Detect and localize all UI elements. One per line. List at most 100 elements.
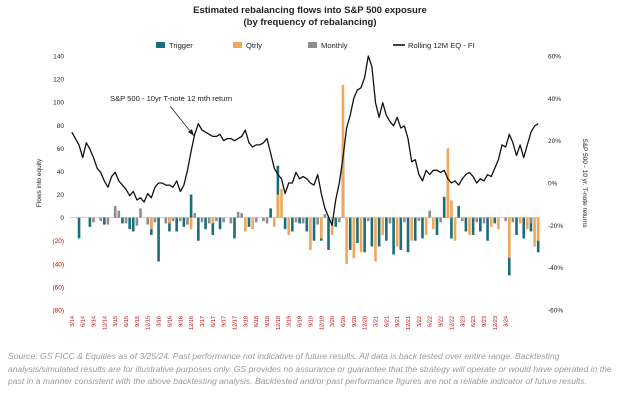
qtrly-bar xyxy=(319,217,323,239)
trigger-bar xyxy=(103,217,106,225)
monthly-bar xyxy=(186,217,189,225)
legend-label-monthly: Monthly xyxy=(321,41,348,50)
x-tick-label: 9/14 xyxy=(92,316,98,327)
x-tick-label: 6/17 xyxy=(211,316,217,327)
qtrly-bar xyxy=(352,217,356,259)
qtrly-bar xyxy=(518,217,522,224)
x-tick-label: 6/23 xyxy=(471,316,477,327)
chart-title-block: Estimated rebalancing flows into S&P 500… xyxy=(0,5,620,29)
monthly-bar xyxy=(428,210,432,218)
left-tick-label: 60 xyxy=(57,146,65,153)
x-tick-label: 3/22 xyxy=(417,316,423,327)
right-tick-label: 60% xyxy=(548,54,561,61)
trigger-bar xyxy=(515,217,518,235)
trigger-bar xyxy=(493,217,497,224)
line-annotation: S&P 500 - 10yr T-note 12 mth return xyxy=(110,94,232,103)
qtrly-bar xyxy=(150,217,153,230)
x-tick-label: 9/18 xyxy=(265,316,271,327)
left-tick-label: 20 xyxy=(57,192,65,199)
x-tick-label: 6/20 xyxy=(341,316,347,327)
x-tick-label: 6/18 xyxy=(254,316,260,327)
trigger-bar xyxy=(305,217,309,232)
trigger-bar xyxy=(197,217,200,241)
qtrly-bar xyxy=(276,194,280,218)
qtrly-bar xyxy=(280,188,283,218)
trigger-bar xyxy=(182,217,186,227)
trigger-bar xyxy=(464,217,468,232)
qtrly-bar xyxy=(410,217,413,241)
x-tick-label: 12/17 xyxy=(233,316,239,330)
trigger-bar xyxy=(77,217,81,239)
monthly-bar xyxy=(254,217,258,223)
monthly-bar xyxy=(338,217,341,223)
left-tick-label: (80) xyxy=(52,308,64,315)
bars-layer xyxy=(77,84,540,276)
trigger-bar xyxy=(291,217,294,232)
trigger-bar xyxy=(168,217,171,232)
monthly-bar xyxy=(178,217,182,222)
x-tick-label: 12/22 xyxy=(449,316,455,330)
monthly-bar xyxy=(323,214,327,218)
monthly-bar xyxy=(294,217,298,223)
trigger-bar xyxy=(131,217,135,232)
qtrly-bar xyxy=(450,200,453,218)
right-axis-title: S&P 500 - 10 yr. T-note returns xyxy=(581,138,588,228)
trigger-bar xyxy=(385,217,388,241)
qtrly-bar xyxy=(168,217,171,224)
x-tick-label: 6/16 xyxy=(167,316,173,327)
x-tick-label: 3/19 xyxy=(287,316,293,327)
monthly-bar xyxy=(316,217,319,225)
monthly-bar xyxy=(135,217,139,226)
trigger-bar xyxy=(233,217,236,239)
qtrly-bar xyxy=(536,217,540,241)
annotation-arrowhead xyxy=(188,129,194,136)
qtrly-bar xyxy=(446,148,450,218)
left-tick-label: (20) xyxy=(52,238,64,245)
trigger-bar xyxy=(327,217,330,250)
legend-label-qtrly: Qtrly xyxy=(246,41,262,50)
monthly-bar xyxy=(388,217,392,224)
monthly-bar xyxy=(164,217,168,224)
qtrly-bar xyxy=(507,217,511,259)
qtrly-bar xyxy=(244,217,247,232)
monthly-bar xyxy=(113,206,117,218)
x-tick-label: 6/19 xyxy=(298,316,304,327)
x-tick-label: 3/23 xyxy=(460,316,466,327)
x-tick-label: 3/14 xyxy=(70,316,76,327)
legend-swatch-trigger xyxy=(156,42,165,48)
monthly-bar xyxy=(265,217,269,224)
x-tick-label: 3/21 xyxy=(374,316,380,327)
monthly-bar xyxy=(153,217,157,223)
trigger-bar xyxy=(88,217,92,227)
trigger-bar xyxy=(298,217,301,224)
x-tick-label: 12/21 xyxy=(406,316,412,330)
right-tick-label: -20% xyxy=(548,223,563,230)
monthly-bar xyxy=(236,211,240,218)
qtrly-bar xyxy=(453,217,457,241)
left-tick-label: 40 xyxy=(57,169,65,176)
x-tick-label: 12/15 xyxy=(146,316,152,330)
monthly-bar xyxy=(460,217,464,222)
qtrly-bar xyxy=(309,217,312,250)
x-tick-label: 9/16 xyxy=(178,316,184,327)
monthly-bar xyxy=(403,217,406,223)
trigger-bar xyxy=(529,217,533,232)
monthly-bar xyxy=(240,213,244,218)
qtrly-bar xyxy=(489,217,493,227)
monthly-bar xyxy=(222,217,225,223)
x-tick-label: 6/21 xyxy=(384,316,390,327)
legend: Trigger Qtrly Monthly Rolling 12M EQ - FI xyxy=(156,41,475,50)
left-tick-label: 140 xyxy=(53,54,64,61)
x-tick-label: 9/19 xyxy=(308,316,314,327)
trigger-bar xyxy=(211,217,215,235)
x-tick-label: 3/20 xyxy=(330,316,336,327)
trigger-bar xyxy=(247,217,251,227)
x-tick-label: 9/15 xyxy=(135,316,141,327)
x-tick-label: 12/20 xyxy=(363,316,369,330)
trigger-bar xyxy=(406,217,410,253)
x-tick-label: 6/22 xyxy=(428,316,434,327)
trigger-bar xyxy=(457,206,460,218)
qtrly-bar xyxy=(432,217,435,230)
qtrly-bar xyxy=(374,217,377,262)
trigger-bar xyxy=(522,217,526,239)
